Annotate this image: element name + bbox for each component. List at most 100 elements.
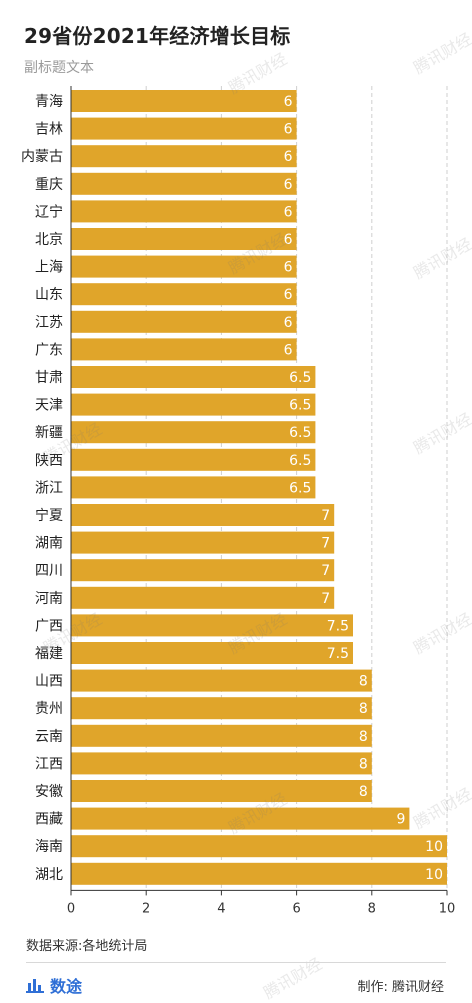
data-label: 9 <box>396 812 405 828</box>
category-label: 辽宁 <box>35 203 63 220</box>
data-label: 6 <box>284 287 293 303</box>
bar <box>71 476 316 499</box>
bar-chart: 青海 6 吉林 6 内蒙古 6 重庆 6 辽宁 6 北京 6 上海 6 山东 6 江苏 6 广东 6 甘肃 6.5 天津 6.… <box>21 86 456 916</box>
category-label: 重庆 <box>35 177 63 193</box>
data-label: 6 <box>284 122 293 138</box>
bar <box>71 172 297 195</box>
category-label: 海南 <box>35 839 63 855</box>
bar <box>71 752 372 775</box>
data-label: 8 <box>359 784 368 800</box>
data-label: 6 <box>284 177 293 193</box>
data-label: 7 <box>321 591 330 607</box>
category-label: 广东 <box>35 342 63 358</box>
category-label: 甘肃 <box>35 370 63 386</box>
category-label: 云南 <box>35 729 63 745</box>
data-label: 6 <box>284 149 293 165</box>
category-label: 四川 <box>35 563 63 579</box>
category-label: 浙江 <box>35 480 63 496</box>
data-label: 6 <box>284 232 293 248</box>
x-tick-label: 8 <box>368 901 376 916</box>
data-label: 6 <box>284 260 293 276</box>
category-label: 宁夏 <box>35 507 63 524</box>
data-label: 7 <box>321 508 330 524</box>
bar-chart-icon <box>26 977 44 993</box>
data-label: 6 <box>284 94 293 110</box>
bar <box>71 780 372 802</box>
bar <box>71 145 297 168</box>
category-label: 安徽 <box>35 784 63 800</box>
bar <box>71 200 297 223</box>
bar <box>71 862 447 885</box>
category-label: 福建 <box>35 646 63 662</box>
data-label: 6 <box>284 315 293 331</box>
data-label: 6.5 <box>289 453 311 469</box>
x-tick-label: 0 <box>67 901 75 916</box>
bar <box>71 586 335 609</box>
category-label: 贵州 <box>35 701 63 717</box>
category-label: 江西 <box>35 756 63 772</box>
data-label: 8 <box>359 701 368 717</box>
data-label: 6.5 <box>289 370 311 386</box>
bar <box>71 421 316 444</box>
bar <box>71 310 297 333</box>
data-label: 7 <box>321 536 330 552</box>
chart-subtitle: 副标题文本 <box>24 60 94 76</box>
category-label: 吉林 <box>35 122 63 138</box>
bar <box>71 614 353 637</box>
data-label: 6.5 <box>289 425 311 441</box>
x-tick-label: 4 <box>217 901 225 916</box>
bar <box>71 697 372 720</box>
category-label: 广西 <box>35 618 63 634</box>
category-label: 北京 <box>35 232 63 248</box>
data-label: 6 <box>284 204 293 220</box>
data-label: 7 <box>321 563 330 579</box>
bar <box>71 559 335 582</box>
bar <box>71 255 297 278</box>
bar <box>71 283 297 306</box>
data-label: 8 <box>359 674 368 690</box>
category-label: 西藏 <box>35 812 63 828</box>
bar <box>71 117 297 140</box>
category-label: 天津 <box>35 398 63 414</box>
bar <box>71 448 316 471</box>
category-label: 湖北 <box>35 867 63 883</box>
category-label: 新疆 <box>35 425 63 441</box>
bar <box>71 393 316 416</box>
x-tick-label: 6 <box>292 901 300 916</box>
credit: 制作: 腾讯财经 <box>357 980 444 995</box>
brand-name: 数途 <box>50 977 83 996</box>
data-label: 7.5 <box>327 618 349 634</box>
footer-divider <box>26 962 446 963</box>
data-label: 6.5 <box>289 480 311 496</box>
watermark: 腾讯财经 <box>260 954 326 1003</box>
bar <box>71 338 297 361</box>
category-label: 江苏 <box>35 315 63 331</box>
category-label: 内蒙古 <box>21 149 63 165</box>
data-label: 6 <box>284 342 293 358</box>
bar <box>71 531 335 554</box>
data-label: 10 <box>425 839 443 855</box>
data-label: 10 <box>425 867 443 883</box>
bar <box>71 228 297 250</box>
category-label: 湖南 <box>35 536 63 552</box>
bar <box>71 835 447 858</box>
data-label: 7.5 <box>327 646 349 662</box>
bar <box>71 90 297 112</box>
bar <box>71 642 353 664</box>
category-label: 河南 <box>35 591 63 607</box>
category-label: 青海 <box>35 94 63 110</box>
category-label: 上海 <box>35 260 63 276</box>
brand-logo: 数途 <box>26 973 82 997</box>
data-label: 8 <box>359 729 368 745</box>
bar <box>71 504 335 526</box>
category-label: 山西 <box>35 674 63 690</box>
bar <box>71 724 372 747</box>
category-label: 陕西 <box>35 453 63 469</box>
data-source: 数据来源:各地统计局 <box>26 939 148 954</box>
bar <box>71 366 316 388</box>
x-tick-label: 10 <box>439 901 456 916</box>
data-label: 6.5 <box>289 398 311 414</box>
x-tick-label: 2 <box>142 901 150 916</box>
chart-title: 29省份2021年经济增长目标 <box>24 24 291 48</box>
bar <box>71 807 410 830</box>
